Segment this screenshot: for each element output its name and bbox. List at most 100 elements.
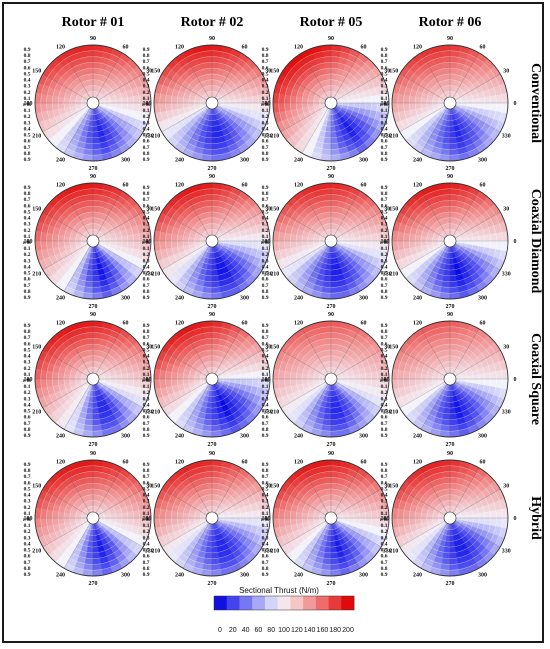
thrust-cell [290,378,297,387]
radial-tick-label: 0.7 [24,197,31,203]
thrust-cell [449,413,458,420]
rotor-hub [324,234,338,248]
radial-tick-label: 0.4 [24,216,31,222]
thrust-cell [353,378,361,385]
thrust-cell [206,263,213,271]
angle-tick-label: 330 [502,134,511,140]
radial-tick-label: 0.3 [381,396,388,402]
thrust-cell [290,240,297,249]
thrust-cell [449,67,457,75]
thrust-cell [159,240,167,251]
thrust-cell [92,194,102,202]
thrust-cell [92,563,103,571]
thrust-cell [284,370,292,380]
thrust-cell [495,102,503,113]
angle-tick-label: 270 [89,581,98,587]
thrust-cell [495,369,503,380]
thrust-cell [409,102,416,111]
radial-tick-label: 0.4 [262,216,269,222]
angle-tick-label: 240 [294,157,303,163]
angle-tick-label: 30 [265,69,271,75]
radial-tick-label: 0.9 [381,47,388,53]
thrust-cell [440,188,451,196]
angle-tick-label: 210 [32,410,41,416]
thrust-cell [211,200,220,207]
radial-tick-label: 0.6 [143,65,150,71]
thrust-cell [211,148,222,156]
radial-tick-label: 0.8 [262,427,269,433]
thrust-cell [127,371,134,380]
angle-tick-label: 90 [447,36,453,42]
thrust-cell [57,234,65,242]
thrust-cell [84,142,94,150]
radial-tick-label: 0.8 [143,191,150,197]
thrust-cell [397,93,405,104]
thrust-cell [87,401,94,409]
thrust-cell [83,465,94,473]
thrust-cell [365,240,372,249]
angle-tick-label: 270 [327,304,336,310]
rotor-hub [443,234,457,248]
radial-tick-label: 0.1 [262,372,269,378]
thrust-cell [472,240,480,247]
angular-grid-line [98,105,144,133]
radial-tick-label: 0.6 [262,139,269,145]
column-header-2: Rotor # 02 [181,15,244,30]
thrust-cell [132,232,140,242]
angle-tick-label: 60 [123,460,129,466]
thrust-cell [403,102,411,112]
angle-tick-label: 240 [56,572,65,578]
thrust-cell [121,517,129,525]
thrust-cell [440,424,451,432]
radial-tick-label: 0.7 [24,335,31,341]
angle-tick-label: 270 [89,304,98,310]
radial-tick-label: 0.5 [262,271,269,277]
radial-tick-label: 0.6 [262,341,269,347]
thrust-cell [92,557,102,565]
radial-tick-label: 0.9 [143,47,150,53]
thrust-cell [63,373,71,380]
thrust-cell [397,231,405,242]
radial-tick-label: 0.2 [143,366,150,372]
thrust-cell [370,370,378,380]
thrust-cell [86,546,94,554]
thrust-cell [397,369,405,380]
angle-tick-label: 150 [32,207,41,213]
radial-tick-label: 0.5 [262,133,269,139]
angular-grid-line [214,52,242,98]
angle-tick-label: 150 [32,345,41,351]
rotor-hub [324,372,338,386]
thrust-cell [290,95,297,104]
thrust-cell [159,369,167,380]
thrust-cell [121,102,129,110]
thrust-cell [240,102,248,110]
thrust-cell [449,142,459,150]
radial-tick-label: 0.5 [143,209,150,215]
thrust-cell [397,378,405,389]
polar-border [34,44,152,162]
angle-tick-label: 240 [56,157,65,163]
thrust-cell [211,343,219,351]
thrust-cell [52,378,59,387]
angle-tick-label: 300 [121,295,130,301]
thrust-cell [211,338,220,345]
thrust-cell [202,286,213,294]
radial-tick-label: 0.5 [24,133,31,139]
thrust-cell [211,67,219,75]
angle-tick-label: 270 [446,304,455,310]
thrust-cell [206,401,213,409]
thrust-cell [86,407,94,415]
radial-tick-label: 0.9 [262,295,269,301]
thrust-cell [444,125,451,133]
thrust-cell [203,280,213,288]
angle-tick-label: 300 [240,295,249,301]
thrust-cell [449,205,457,213]
angle-tick-label: 270 [208,442,217,448]
radial-tick-label: 0.6 [24,341,31,347]
radial-tick-label: 0.4 [24,354,31,360]
angle-tick-label: 120 [175,183,184,189]
radial-tick-label: 0.3 [262,396,269,402]
radial-tick-label: 0.6 [381,203,388,209]
angle-tick-label: 120 [294,45,303,51]
